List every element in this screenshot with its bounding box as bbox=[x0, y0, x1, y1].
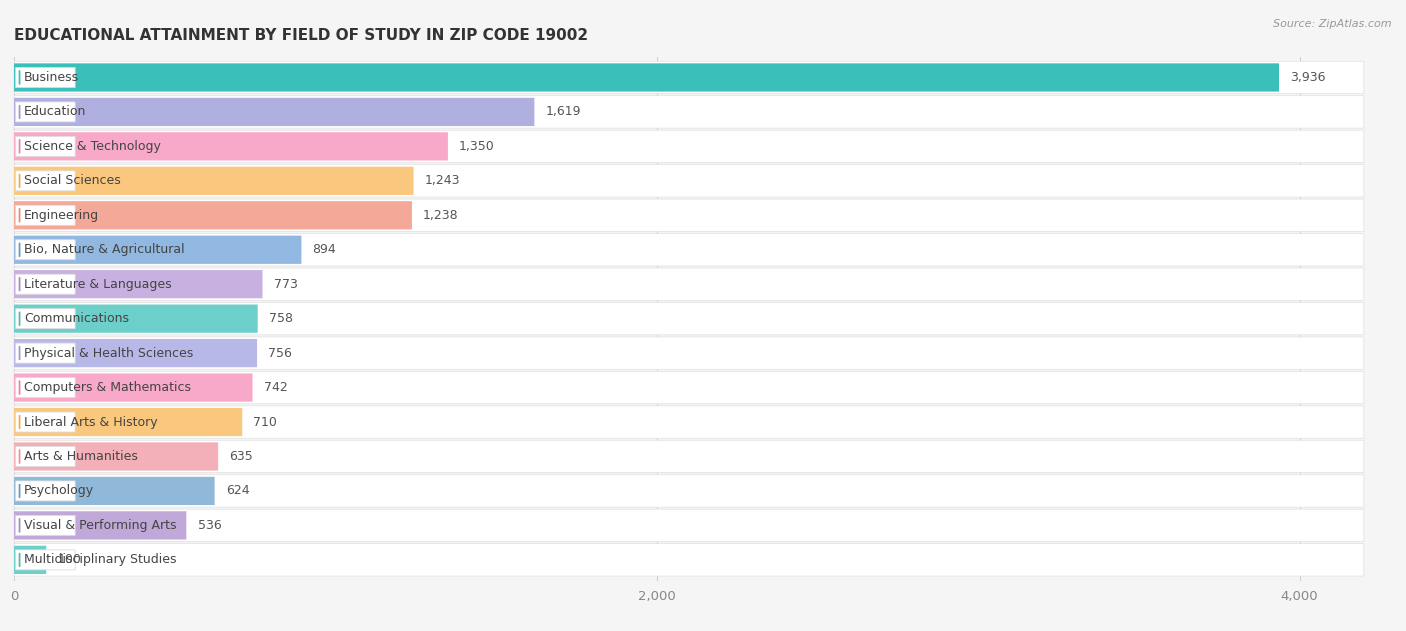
Text: 1,350: 1,350 bbox=[460, 140, 495, 153]
FancyBboxPatch shape bbox=[15, 377, 75, 398]
Text: Visual & Performing Arts: Visual & Performing Arts bbox=[24, 519, 177, 532]
FancyBboxPatch shape bbox=[15, 481, 75, 501]
FancyBboxPatch shape bbox=[14, 165, 1364, 197]
FancyBboxPatch shape bbox=[14, 133, 449, 160]
Text: Engineering: Engineering bbox=[24, 209, 100, 221]
FancyBboxPatch shape bbox=[14, 408, 242, 436]
FancyBboxPatch shape bbox=[15, 68, 75, 88]
FancyBboxPatch shape bbox=[14, 339, 257, 367]
FancyBboxPatch shape bbox=[14, 235, 301, 264]
FancyBboxPatch shape bbox=[15, 412, 75, 432]
FancyBboxPatch shape bbox=[14, 130, 1364, 163]
Text: 758: 758 bbox=[269, 312, 292, 325]
FancyBboxPatch shape bbox=[14, 199, 1364, 232]
Text: Multidisciplinary Studies: Multidisciplinary Studies bbox=[24, 553, 177, 567]
Text: 1,238: 1,238 bbox=[423, 209, 458, 221]
FancyBboxPatch shape bbox=[15, 274, 75, 294]
Text: Communications: Communications bbox=[24, 312, 129, 325]
Text: 773: 773 bbox=[274, 278, 298, 291]
FancyBboxPatch shape bbox=[14, 98, 534, 126]
Text: Arts & Humanities: Arts & Humanities bbox=[24, 450, 138, 463]
Text: Science & Technology: Science & Technology bbox=[24, 140, 160, 153]
Text: 894: 894 bbox=[312, 243, 336, 256]
FancyBboxPatch shape bbox=[14, 96, 1364, 128]
FancyBboxPatch shape bbox=[14, 442, 218, 471]
Text: Bio, Nature & Agricultural: Bio, Nature & Agricultural bbox=[24, 243, 184, 256]
FancyBboxPatch shape bbox=[14, 201, 412, 230]
Text: 100: 100 bbox=[58, 553, 82, 567]
FancyBboxPatch shape bbox=[14, 167, 413, 195]
FancyBboxPatch shape bbox=[14, 63, 1279, 91]
FancyBboxPatch shape bbox=[15, 205, 75, 225]
Text: 3,936: 3,936 bbox=[1291, 71, 1326, 84]
Text: Source: ZipAtlas.com: Source: ZipAtlas.com bbox=[1274, 19, 1392, 29]
FancyBboxPatch shape bbox=[14, 511, 187, 540]
Text: Physical & Health Sciences: Physical & Health Sciences bbox=[24, 346, 193, 360]
Text: Literature & Languages: Literature & Languages bbox=[24, 278, 172, 291]
FancyBboxPatch shape bbox=[14, 546, 46, 574]
FancyBboxPatch shape bbox=[15, 102, 75, 122]
FancyBboxPatch shape bbox=[15, 550, 75, 570]
Text: 710: 710 bbox=[253, 416, 277, 428]
Text: 742: 742 bbox=[264, 381, 287, 394]
FancyBboxPatch shape bbox=[14, 440, 1364, 473]
FancyBboxPatch shape bbox=[14, 268, 1364, 300]
Text: Psychology: Psychology bbox=[24, 485, 94, 497]
FancyBboxPatch shape bbox=[14, 233, 1364, 266]
FancyBboxPatch shape bbox=[14, 509, 1364, 541]
Text: Education: Education bbox=[24, 105, 86, 119]
Text: Business: Business bbox=[24, 71, 79, 84]
FancyBboxPatch shape bbox=[15, 240, 75, 260]
FancyBboxPatch shape bbox=[14, 337, 1364, 369]
FancyBboxPatch shape bbox=[14, 544, 1364, 576]
Text: Computers & Mathematics: Computers & Mathematics bbox=[24, 381, 191, 394]
Text: 1,243: 1,243 bbox=[425, 174, 460, 187]
Text: 756: 756 bbox=[269, 346, 292, 360]
FancyBboxPatch shape bbox=[15, 171, 75, 191]
FancyBboxPatch shape bbox=[14, 302, 1364, 335]
FancyBboxPatch shape bbox=[15, 136, 75, 156]
FancyBboxPatch shape bbox=[14, 477, 215, 505]
FancyBboxPatch shape bbox=[15, 516, 75, 535]
Text: 536: 536 bbox=[198, 519, 221, 532]
Text: 635: 635 bbox=[229, 450, 253, 463]
Text: EDUCATIONAL ATTAINMENT BY FIELD OF STUDY IN ZIP CODE 19002: EDUCATIONAL ATTAINMENT BY FIELD OF STUDY… bbox=[14, 28, 588, 43]
Text: 624: 624 bbox=[226, 485, 249, 497]
FancyBboxPatch shape bbox=[14, 372, 1364, 404]
Text: Social Sciences: Social Sciences bbox=[24, 174, 121, 187]
FancyBboxPatch shape bbox=[14, 475, 1364, 507]
FancyBboxPatch shape bbox=[14, 305, 257, 333]
FancyBboxPatch shape bbox=[15, 343, 75, 363]
FancyBboxPatch shape bbox=[14, 61, 1364, 93]
FancyBboxPatch shape bbox=[15, 309, 75, 329]
FancyBboxPatch shape bbox=[14, 270, 263, 298]
FancyBboxPatch shape bbox=[14, 406, 1364, 438]
FancyBboxPatch shape bbox=[15, 447, 75, 466]
Text: Liberal Arts & History: Liberal Arts & History bbox=[24, 416, 157, 428]
FancyBboxPatch shape bbox=[14, 374, 253, 402]
Text: 1,619: 1,619 bbox=[546, 105, 581, 119]
